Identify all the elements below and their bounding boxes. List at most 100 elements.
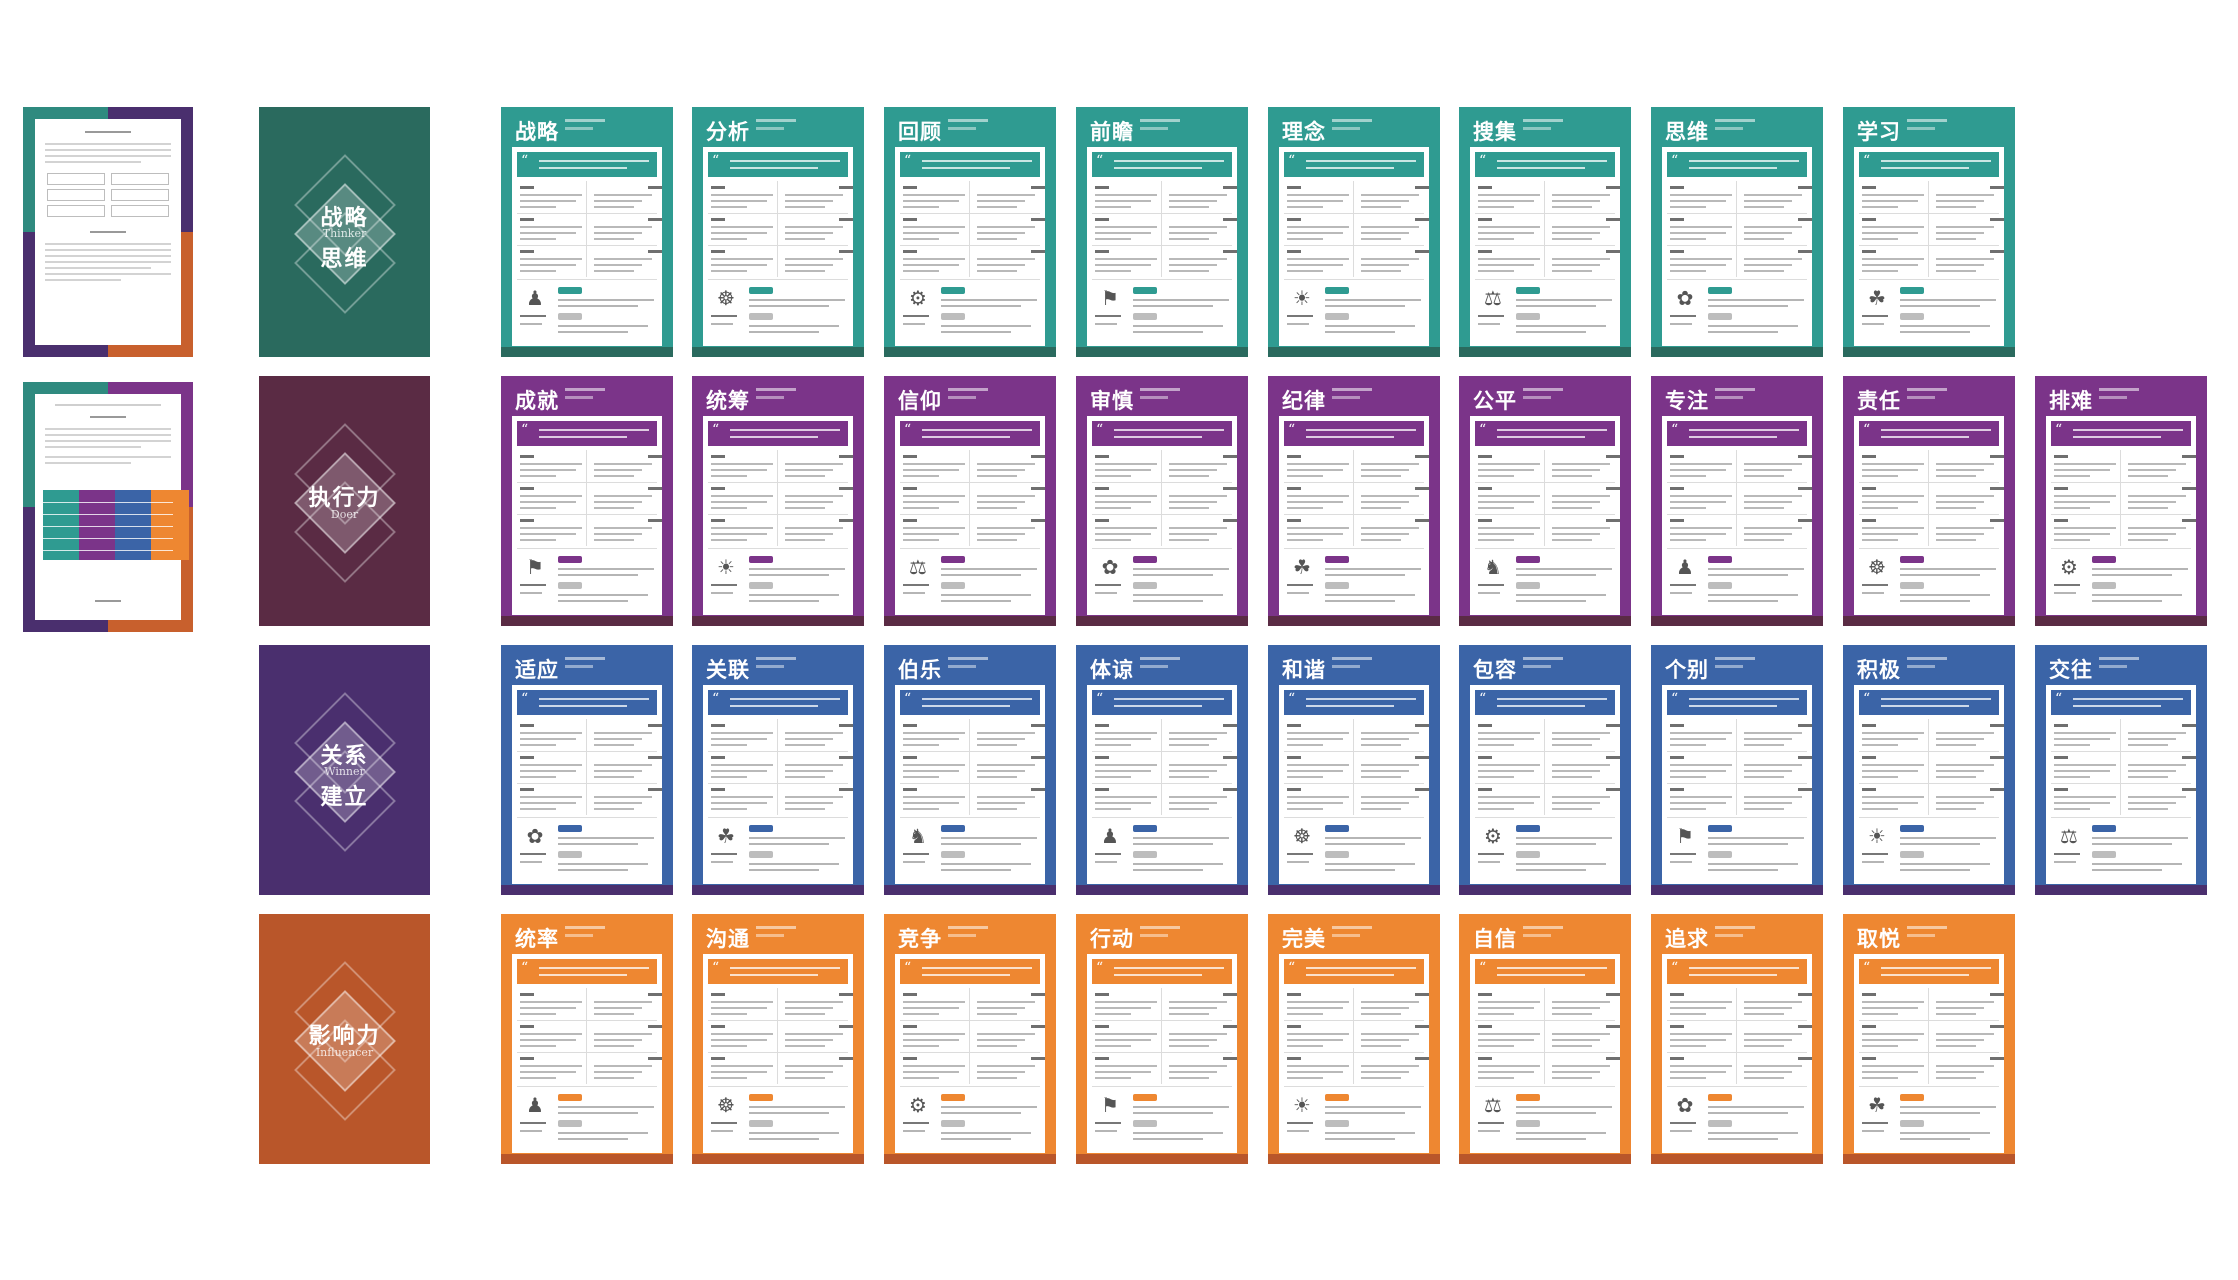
quote-mark-icon: “ [712, 422, 720, 438]
talent-card-0-5[interactable]: 搜集 “⚖ [1459, 107, 1631, 357]
card-title: 统筹 [706, 388, 750, 413]
talent-card-1-5[interactable]: 公平 “♞ [1459, 376, 1631, 626]
talent-card-3-0[interactable]: 统率 “♟ [501, 914, 673, 1164]
card-tag [1516, 825, 1540, 832]
card-tag [1708, 1094, 1732, 1101]
talent-card-1-7[interactable]: 责任 “☸ [1843, 376, 2015, 626]
card-english-subname [1523, 127, 1551, 130]
talent-card-0-7[interactable]: 学习 “☘ [1843, 107, 2015, 357]
talent-card-2-1[interactable]: 关联 “☘ [692, 645, 864, 895]
card-panel: “⚖ [2046, 685, 2196, 884]
card-quote: “ [1667, 152, 1807, 177]
card-panel: “⚖ [895, 416, 1045, 615]
card-info-cell [518, 753, 592, 783]
talent-card-3-1[interactable]: 沟通 “☸ [692, 914, 864, 1164]
talent-card-2-2[interactable]: 伯乐 “♞ [884, 645, 1056, 895]
card-info-cell [783, 215, 857, 245]
card-info-cell [1167, 785, 1241, 815]
card-english-name [1140, 657, 1180, 660]
card-tag [1708, 582, 1732, 589]
talent-card-1-0[interactable]: 成就 “⚑ [501, 376, 673, 626]
talent-card-0-4[interactable]: 理念 “☀ [1268, 107, 1440, 357]
card-info-cell [709, 516, 783, 546]
quote-mark-icon: “ [1096, 960, 1104, 976]
card-panel: “☘ [703, 685, 853, 884]
talent-card-2-7[interactable]: 积极 “☀ [1843, 645, 2015, 895]
talent-card-3-3[interactable]: 行动 “⚑ [1076, 914, 1248, 1164]
card-english-subname [2099, 396, 2127, 399]
card-tag [749, 1094, 773, 1101]
card-title: 交往 [2049, 657, 2093, 682]
talent-card-2-6[interactable]: 个别 “⚑ [1651, 645, 1823, 895]
card-tag [1325, 1120, 1349, 1127]
talent-card-1-6[interactable]: 专注 “♟ [1651, 376, 1823, 626]
instruction-sheet-1 [23, 107, 193, 357]
card-info-cell [1860, 990, 1934, 1020]
card-info-cell [592, 215, 666, 245]
talent-card-3-7[interactable]: 取悦 “☘ [1843, 914, 2015, 1164]
talent-card-0-1[interactable]: 分析 “☸ [692, 107, 864, 357]
card-info-cell [1285, 990, 1359, 1020]
card-info-cell [592, 1022, 666, 1052]
card-info-cell [1167, 247, 1241, 277]
card-tag [749, 1120, 773, 1127]
card-info-cell [709, 1022, 783, 1052]
card-tag [1325, 313, 1349, 320]
talent-card-2-3[interactable]: 体谅 “♟ [1076, 645, 1248, 895]
card-footer-band [1651, 885, 1823, 895]
card-english-name [1907, 388, 1947, 391]
card-english-subname [1332, 127, 1360, 130]
talent-icon: ✿ [1101, 555, 1119, 579]
card-info-cell [1359, 516, 1433, 546]
cover-title: 关系 [320, 743, 369, 769]
card-english-subname [1523, 665, 1551, 668]
talent-card-2-8[interactable]: 交往 “⚖ [2035, 645, 2207, 895]
quote-mark-icon: “ [1288, 691, 1296, 707]
card-tag [558, 582, 582, 589]
card-info-cell [783, 990, 857, 1020]
card-tag [749, 582, 773, 589]
card-tag [1325, 287, 1349, 294]
card-tag [1708, 1120, 1732, 1127]
card-english-name [948, 119, 988, 122]
card-footer-band [1268, 347, 1440, 357]
talent-card-0-3[interactable]: 前瞻 “⚑ [1076, 107, 1248, 357]
talent-card-0-2[interactable]: 回顾 “⚙ [884, 107, 1056, 357]
talent-icon: ⚖ [1484, 1093, 1502, 1117]
card-quote: “ [1859, 690, 1999, 715]
card-title: 适应 [515, 657, 559, 682]
quote-mark-icon: “ [1863, 691, 1871, 707]
card-english-name [1715, 119, 1755, 122]
talent-card-3-6[interactable]: 追求 “✿ [1651, 914, 1823, 1164]
talent-card-1-8[interactable]: 排难 “⚙ [2035, 376, 2207, 626]
talent-icon: ⚑ [526, 555, 544, 579]
card-english-subname [756, 934, 784, 937]
card-panel: “⚖ [1470, 147, 1620, 346]
talent-icon: ⚙ [909, 1093, 927, 1117]
talent-icon: ⚖ [2060, 824, 2078, 848]
card-title: 回顾 [898, 119, 942, 144]
card-info-cell [1476, 1054, 1550, 1084]
card-info-cell [1359, 753, 1433, 783]
talent-card-1-4[interactable]: 纪律 “☘ [1268, 376, 1440, 626]
card-title: 审慎 [1090, 388, 1134, 413]
card-english-subname [565, 127, 593, 130]
talent-card-2-4[interactable]: 和谐 “☸ [1268, 645, 1440, 895]
talent-card-1-3[interactable]: 审慎 “✿ [1076, 376, 1248, 626]
talent-card-2-5[interactable]: 包容 “⚙ [1459, 645, 1631, 895]
talent-card-2-0[interactable]: 适应 “✿ [501, 645, 673, 895]
talent-card-0-6[interactable]: 思维 “✿ [1651, 107, 1823, 357]
card-info-cell [1934, 753, 2008, 783]
card-info-cell [1167, 215, 1241, 245]
talent-card-3-4[interactable]: 完美 “☀ [1268, 914, 1440, 1164]
cover-title-line2: 建立 [320, 784, 369, 810]
talent-card-1-1[interactable]: 统筹 “☀ [692, 376, 864, 626]
talent-card-0-0[interactable]: 战略 “♟ [501, 107, 673, 357]
card-info-cell [901, 247, 975, 277]
card-english-name [2099, 657, 2139, 660]
talent-card-3-2[interactable]: 竞争 “⚙ [884, 914, 1056, 1164]
quote-mark-icon: “ [712, 153, 720, 169]
talent-card-1-2[interactable]: 信仰 “⚖ [884, 376, 1056, 626]
talent-card-3-5[interactable]: 自信 “⚖ [1459, 914, 1631, 1164]
card-title: 取悦 [1857, 926, 1901, 951]
